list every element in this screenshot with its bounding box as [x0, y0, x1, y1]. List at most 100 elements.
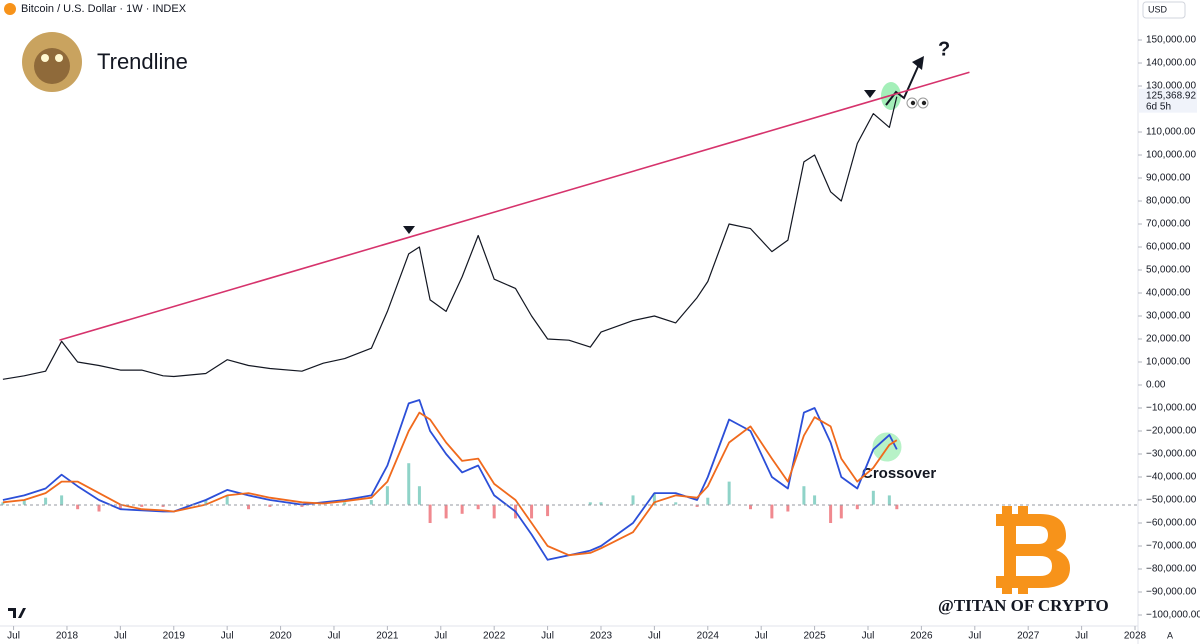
histogram-bar	[492, 504, 496, 519]
histogram-bar	[407, 463, 411, 505]
histogram-bar	[895, 504, 899, 510]
histogram-bar	[786, 504, 790, 512]
histogram-bar	[530, 504, 534, 519]
histogram-bar	[22, 500, 26, 505]
x-tick-label: 2026	[910, 631, 933, 642]
histogram-bar	[802, 486, 806, 505]
x-tick-label: 2019	[163, 631, 186, 642]
y-tick-label: 0.00	[1146, 380, 1166, 391]
annotation: Crossover	[862, 465, 936, 482]
x-tick-label: Jul	[221, 631, 234, 642]
y-tick-label: −40,000.00	[1146, 472, 1197, 483]
y-tick-label: −70,000.00	[1146, 541, 1197, 552]
histogram-bar	[444, 504, 448, 519]
currency-box	[1142, 1, 1186, 19]
y-tick-label: 60,000.00	[1146, 242, 1191, 253]
y-tick-label: −30,000.00	[1146, 449, 1197, 460]
x-tick-label: 2020	[269, 631, 292, 642]
histogram-bar	[695, 504, 699, 507]
last-price: 125,368.92	[1146, 90, 1196, 101]
x-tick-label: Jul	[968, 631, 981, 642]
histogram-bar	[268, 504, 272, 507]
y-tick-label: −100,000.00	[1146, 610, 1200, 621]
y-tick-label: −10,000.00	[1146, 403, 1197, 414]
avatar-eye	[55, 54, 63, 62]
projection-arrow	[885, 61, 921, 106]
histogram-bar	[44, 497, 48, 505]
histogram-bar	[369, 500, 373, 505]
series-line	[2, 399, 898, 561]
x-tick-label: Jul	[862, 631, 875, 642]
histogram-bar	[161, 504, 165, 507]
x-tick-label: Jul	[1075, 631, 1088, 642]
plot	[1, 71, 970, 561]
y-tick-label: 90,000.00	[1146, 173, 1191, 184]
y-tick-label: 130,000.00	[1146, 81, 1196, 92]
histogram-bar	[887, 495, 891, 505]
x-tick-label: Jul	[541, 631, 554, 642]
histogram-bar	[706, 497, 710, 505]
series-line	[2, 411, 898, 557]
watermark: @TITAN OF CRYPTO	[938, 596, 1109, 615]
x-tick-label: Jul	[328, 631, 341, 642]
peak-marker	[403, 226, 415, 234]
histogram-bar	[428, 504, 432, 524]
histogram-bar	[343, 502, 347, 505]
histogram-bar	[476, 504, 480, 510]
histogram-bar	[97, 504, 101, 512]
y-tick-label: 150,000.00	[1146, 35, 1196, 46]
y-tick-label: 40,000.00	[1146, 288, 1191, 299]
logo-part	[1018, 584, 1028, 594]
histogram-bar	[385, 486, 389, 505]
logo-part	[1018, 506, 1028, 516]
y-tick-label: −50,000.00	[1146, 495, 1197, 506]
peak-marker	[864, 90, 876, 98]
bitcoin-logo	[996, 506, 1070, 594]
histogram-bar	[118, 504, 122, 510]
logo-part	[1002, 506, 1012, 516]
x-tick-label: 2025	[803, 631, 826, 642]
y-tick-label: 20,000.00	[1146, 334, 1191, 345]
histogram-bar	[631, 495, 635, 505]
histogram-bar	[839, 504, 843, 519]
histogram-bar	[727, 481, 731, 505]
y-tick-label: 140,000.00	[1146, 58, 1196, 69]
logo-part	[996, 514, 1070, 588]
y-tick-label: −80,000.00	[1146, 564, 1197, 575]
question-mark: ?	[938, 38, 950, 60]
histogram-bar	[225, 495, 229, 505]
eye-pupil	[910, 100, 916, 106]
last-price-box	[1139, 88, 1197, 113]
auto-scale: A	[1167, 630, 1173, 640]
x-tick-label: Jul	[7, 631, 20, 642]
histogram-bar	[300, 504, 304, 507]
histogram-bar	[1, 502, 5, 505]
histogram-bar	[829, 504, 833, 524]
y-tick-label: −90,000.00	[1146, 587, 1197, 598]
y-tick-label: 30,000.00	[1146, 311, 1191, 322]
x-tick-label: 2028	[1124, 631, 1147, 642]
histogram-bar	[247, 504, 251, 510]
x-tick-label: 2021	[376, 631, 399, 642]
arrow-head	[912, 56, 924, 70]
x-tick-label: 2027	[1017, 631, 1040, 642]
tradingview-logo	[8, 608, 26, 618]
histogram-bar	[674, 502, 678, 505]
y-tick-label: 70,000.00	[1146, 219, 1191, 230]
series-line	[2, 96, 898, 380]
x-tick-label: 2024	[697, 631, 720, 642]
symbol-icon	[4, 3, 16, 15]
histogram-bar	[204, 500, 208, 505]
histogram-bar	[652, 493, 656, 505]
y-tick-label: 100,000.00	[1146, 150, 1196, 161]
x-tick-label: Jul	[755, 631, 768, 642]
histogram-bar	[813, 495, 817, 505]
histogram-bar	[770, 504, 774, 519]
countdown: 6d 5h	[1146, 101, 1171, 112]
logo-part	[1002, 584, 1012, 594]
y-tick-label: 10,000.00	[1146, 357, 1191, 368]
y-tick-label: −60,000.00	[1146, 518, 1197, 529]
y-tick-label: 110,000.00	[1146, 127, 1196, 138]
